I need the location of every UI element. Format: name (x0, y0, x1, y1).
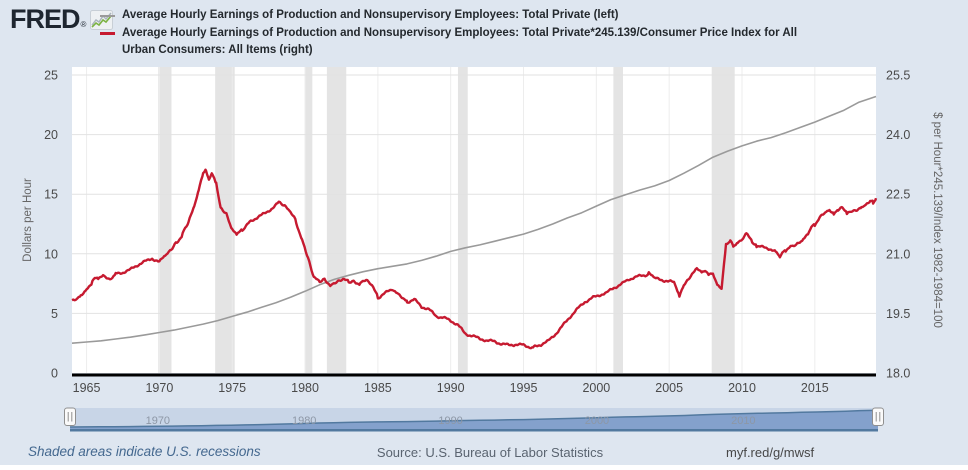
right-axis-tick: 21.0 (886, 247, 910, 261)
legend-label-real-line2: Urban Consumers: All Items (right) (122, 44, 313, 56)
x-axis-tick: 1965 (73, 381, 101, 395)
legend-item-nominal: Average Hourly Earnings of Production an… (100, 7, 945, 25)
fred-logo[interactable]: FRED ® (10, 4, 114, 35)
recession-band (613, 67, 624, 373)
left-axis-tick: 20 (44, 128, 58, 142)
registered-trademark: ® (80, 20, 87, 29)
legend-label-real-line1: Average Hourly Earnings of Production an… (122, 26, 798, 39)
right-axis-title: $ per Hour*245.139/Index 1982-1984=100 (931, 112, 943, 328)
slider-handle-left[interactable] (64, 407, 76, 426)
right-axis-tick: 25.5 (886, 69, 910, 83)
left-axis-tick: 5 (51, 307, 58, 321)
right-axis-tick: 24.0 (886, 128, 910, 142)
x-axis-tick: 2005 (655, 381, 683, 395)
x-axis-tick: 1970 (145, 381, 173, 395)
left-axis-tick: 25 (44, 69, 58, 83)
recession-band (457, 67, 468, 373)
chart-legend: Average Hourly Earnings of Production an… (100, 7, 945, 60)
slider-area-line (69, 409, 879, 428)
slider-handle-right[interactable] (872, 407, 884, 426)
legend-item-real: Average Hourly Earnings of Production an… (100, 25, 945, 60)
recession-band (711, 67, 735, 373)
source-text: Source: U.S. Bureau of Labor Statistics (376, 445, 604, 460)
recession-band (158, 67, 172, 373)
x-axis-tick: 2000 (582, 381, 610, 395)
footer-bottom-strip (0, 465, 968, 470)
fred-logo-text: FRED (10, 4, 80, 34)
x-axis-tick: 2015 (801, 381, 829, 395)
legend-dash-nominal (100, 15, 115, 25)
right-axis-tick: 19.5 (886, 307, 910, 321)
x-axis-tick: 1990 (437, 381, 465, 395)
right-axis-tick: 18.0 (886, 367, 910, 381)
left-axis-tick: 0 (51, 367, 58, 381)
series-line-nominal (71, 95, 877, 344)
left-axis-tick: 15 (44, 188, 58, 202)
slider-decade-label: 2000 (585, 415, 609, 427)
x-axis-tick: 1985 (364, 381, 392, 395)
plot-area (72, 67, 876, 373)
legend-label-nominal: Average Hourly Earnings of Production an… (122, 9, 619, 21)
left-axis-title: Dollars per Hour (22, 178, 34, 262)
x-axis-tick: 1995 (510, 381, 538, 395)
legend-dash-real (100, 31, 115, 60)
slider-baseline (70, 429, 878, 432)
slider-decade-label: 1990 (438, 415, 462, 427)
recession-band (326, 67, 347, 373)
slider-decade-label: 1970 (146, 415, 170, 427)
recession-band (215, 67, 235, 373)
left-axis-tick: 10 (44, 247, 58, 261)
x-axis-tick: 2010 (728, 381, 756, 395)
recession-band (305, 67, 313, 373)
short-link[interactable]: myf.red/g/mwsf (726, 445, 815, 460)
series-line-real (71, 168, 878, 350)
recession-note: Shaded areas indicate U.S. recessions (28, 444, 261, 459)
slider-decade-label: 1980 (292, 415, 316, 427)
slider-decade-label: 2010 (731, 415, 755, 427)
x-axis-tick: 1980 (291, 381, 319, 395)
x-axis-line (72, 373, 876, 377)
x-axis-tick: 1975 (218, 381, 246, 395)
right-axis-tick: 22.5 (886, 188, 910, 202)
